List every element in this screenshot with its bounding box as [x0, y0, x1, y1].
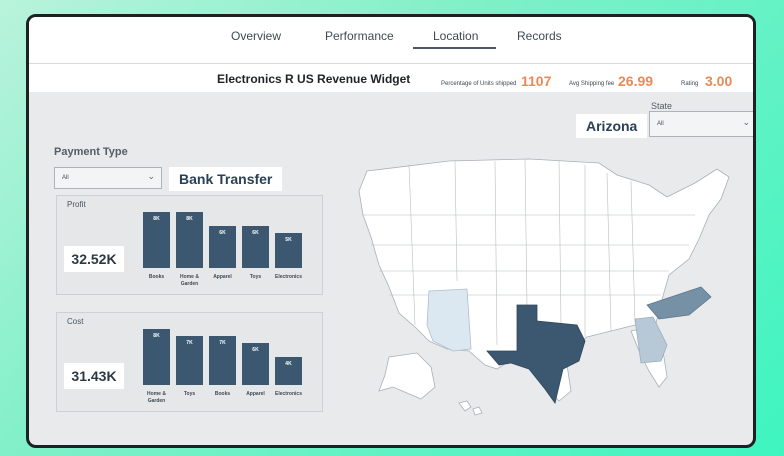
cost-total: 31.43K	[64, 363, 124, 389]
category-tick-label: Home &	[147, 391, 166, 397]
cost-bar-chart: 8K Home &Garden 7K Toys 7K Books 6K Apparel 4K El…	[143, 329, 302, 404]
kpi-units-value: 1107	[521, 73, 552, 89]
payment-type-label: Payment Type	[54, 146, 128, 158]
bar-home-garden[interactable]	[143, 329, 170, 385]
bar-value-label: 8K	[186, 216, 193, 222]
hawaii	[458, 400, 483, 416]
us-states-map	[358, 158, 730, 416]
profit-chart-panel: Profit 32.52K 8K Books 8K Home & Garden 6K App…	[56, 195, 323, 295]
bar-value-label: 8K	[153, 333, 160, 339]
profit-total: 32.52K	[64, 246, 124, 272]
state-georgia	[634, 316, 668, 364]
selected-payment-tag: Bank Transfer	[169, 167, 283, 191]
bar-books[interactable]	[209, 336, 236, 385]
profit-bar-chart: 8K Books 8K Home &Garden 6K Apparel 6K Toys 5K El…	[143, 212, 302, 287]
category-tick-label: Home &	[180, 274, 199, 280]
kpi-shipping-label: Avg Shipping fee	[569, 81, 615, 87]
profit-chart-title: Profit	[67, 200, 86, 209]
state-label: State	[651, 101, 673, 111]
bar-electronics[interactable]	[275, 357, 302, 385]
kpi-units-label: Percentage of Units shipped	[441, 81, 517, 87]
state-north-carolina	[646, 286, 712, 320]
cost-chart-title: Cost	[67, 317, 84, 326]
category-tick-label: Apparel	[246, 391, 265, 397]
bar-value-label: 6K	[219, 230, 226, 236]
bar-value-label: 6K	[252, 347, 259, 353]
state-dropdown-value: All	[657, 121, 664, 127]
bar-value-label: 7K	[219, 340, 226, 346]
header-bar: Electronics R US Revenue Widget Percenta…	[29, 64, 753, 92]
tab-performance[interactable]: Performance	[325, 29, 394, 43]
bar-apparel[interactable]	[209, 226, 236, 268]
bar-toys[interactable]	[242, 226, 269, 268]
tab-records[interactable]: Records	[517, 29, 562, 43]
bar-value-label: 6K	[252, 230, 259, 236]
state-arizona	[426, 288, 472, 352]
payment-type-dropdown[interactable]: All ⌄	[54, 167, 162, 189]
page-title: Electronics R US Revenue Widget	[217, 72, 411, 86]
bar-value-label: 8K	[153, 216, 160, 222]
bar-apparel[interactable]	[242, 343, 269, 385]
bar-electronics[interactable]	[275, 233, 302, 268]
category-tick-label: Books	[149, 274, 165, 280]
bar-value-label: 5K	[285, 237, 292, 243]
category-tick-label: Apparel	[213, 274, 232, 280]
chevron-down-icon: ⌄	[147, 171, 155, 181]
bar-home-garden[interactable]	[176, 212, 203, 268]
category-tick-label: Toys	[184, 391, 196, 397]
bar-value-label: 7K	[186, 340, 193, 346]
chevron-down-icon: ⌄	[742, 117, 750, 127]
top-navigation: Overview Performance Location Records	[29, 17, 753, 64]
kpi-rating-label: Rating	[681, 81, 699, 87]
payment-dropdown-value: All	[62, 175, 69, 181]
selected-state-tag: Arizona	[576, 114, 648, 138]
tab-location[interactable]: Location	[412, 29, 497, 49]
category-tick-label: Garden	[181, 281, 199, 287]
bar-value-label: 4K	[285, 361, 292, 367]
state-texas	[486, 304, 586, 404]
alaska	[378, 352, 436, 400]
bar-books[interactable]	[143, 212, 170, 268]
cost-chart-panel: Cost 31.43K 8K Home & Garden 7K Toys 7K Books 6…	[56, 312, 323, 412]
category-tick-label: Books	[215, 391, 231, 397]
tab-overview[interactable]: Overview	[231, 29, 282, 43]
category-tick-label: Electronics	[275, 274, 302, 280]
state-dropdown[interactable]: All ⌄	[649, 111, 753, 137]
category-tick-label: Toys	[250, 274, 262, 280]
kpi-shipping-value: 26.99	[618, 73, 654, 89]
category-tick-label: Electronics	[275, 391, 302, 397]
kpi-rating-value: 3.00	[705, 73, 733, 89]
bar-toys[interactable]	[176, 336, 203, 385]
category-tick-label: Garden	[148, 398, 166, 404]
dashboard-window: Overview Performance Location Records El…	[26, 14, 756, 448]
